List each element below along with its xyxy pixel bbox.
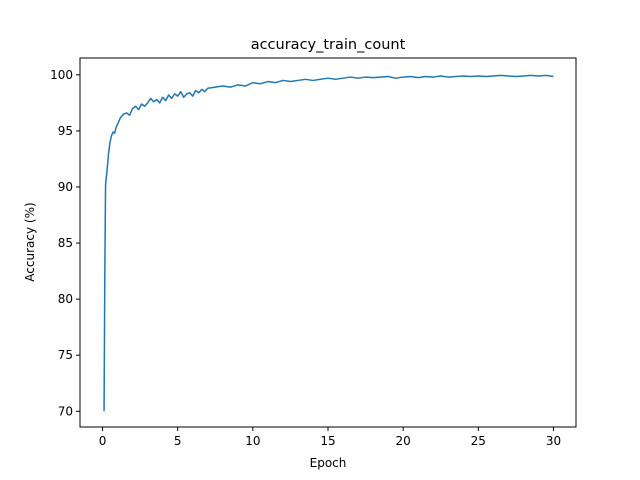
x-axis: 0 5 10 15 20 25 30 bbox=[99, 427, 561, 448]
y-tick-label: 90 bbox=[58, 180, 73, 194]
chart-title: accuracy_train_count bbox=[251, 37, 406, 53]
y-tick-label: 95 bbox=[58, 124, 73, 138]
x-tick-label: 25 bbox=[471, 434, 486, 448]
y-axis: 70 75 80 85 90 95 100 bbox=[50, 68, 80, 418]
y-tick-label: 85 bbox=[58, 236, 73, 250]
x-tick-label: 30 bbox=[546, 434, 561, 448]
x-tick-label: 20 bbox=[396, 434, 411, 448]
y-tick-label: 70 bbox=[58, 404, 73, 418]
y-tick-label: 75 bbox=[58, 348, 73, 362]
plot-area: 0 5 10 15 20 25 30 70 75 80 85 90 95 100 bbox=[50, 57, 577, 448]
y-tick-label: 80 bbox=[58, 292, 73, 306]
y-axis-label: Accuracy (%) bbox=[23, 202, 37, 281]
x-tick-label: 5 bbox=[174, 434, 182, 448]
series-line bbox=[103, 74, 554, 412]
x-tick-label: 10 bbox=[245, 434, 260, 448]
x-tick-label: 15 bbox=[320, 434, 335, 448]
x-tick-label: 0 bbox=[99, 434, 107, 448]
x-axis-label: Epoch bbox=[310, 456, 347, 470]
y-tick-label: 100 bbox=[50, 68, 73, 82]
